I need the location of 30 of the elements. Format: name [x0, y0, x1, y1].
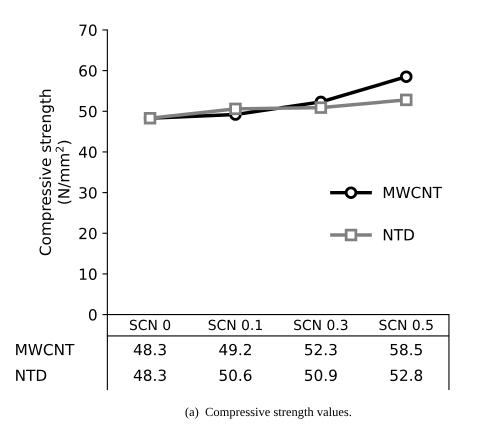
y-tick-label: 70: [79, 24, 97, 36]
point: [400, 94, 413, 106]
point: [229, 102, 242, 116]
data-label: 52.8: [390, 370, 422, 382]
data-label: 48.3: [134, 370, 166, 382]
data-label: 52.3: [305, 344, 337, 356]
x-tick-label: SCN 0.5: [379, 320, 433, 330]
y-tick-label: 0: [88, 309, 97, 321]
text: NTD: [16, 370, 46, 381]
text: (a) Compressive strength values.: [185, 407, 352, 419]
y-axis-title: Compressive strength (N/mm$^{2}$): [39, 90, 72, 256]
x-tick-label: SCN 0.1: [208, 320, 262, 330]
x-tick-label: SCN 0.3: [294, 320, 348, 330]
data-label: 50.6: [220, 370, 252, 382]
y-tick-label: 20: [79, 228, 97, 240]
data-label: 48.3: [134, 344, 166, 356]
point: [314, 101, 328, 114]
data-label: 50.9: [305, 370, 337, 382]
y-tick-label: 30: [79, 187, 97, 199]
y-tick-label: 60: [79, 65, 97, 77]
x-tick-label: SCN 0: [130, 320, 170, 330]
y-tick-label: 50: [79, 106, 97, 118]
text: MWCNT: [16, 344, 74, 356]
point: [400, 70, 413, 83]
legend-label: MWCNT: [384, 186, 442, 198]
data-label: 58.5: [390, 344, 422, 356]
data-label: 49.2: [219, 344, 251, 356]
y-tick-label: 40: [78, 146, 97, 158]
y-tick-label: 10: [80, 268, 97, 280]
legend-label: NTD: [384, 229, 414, 240]
